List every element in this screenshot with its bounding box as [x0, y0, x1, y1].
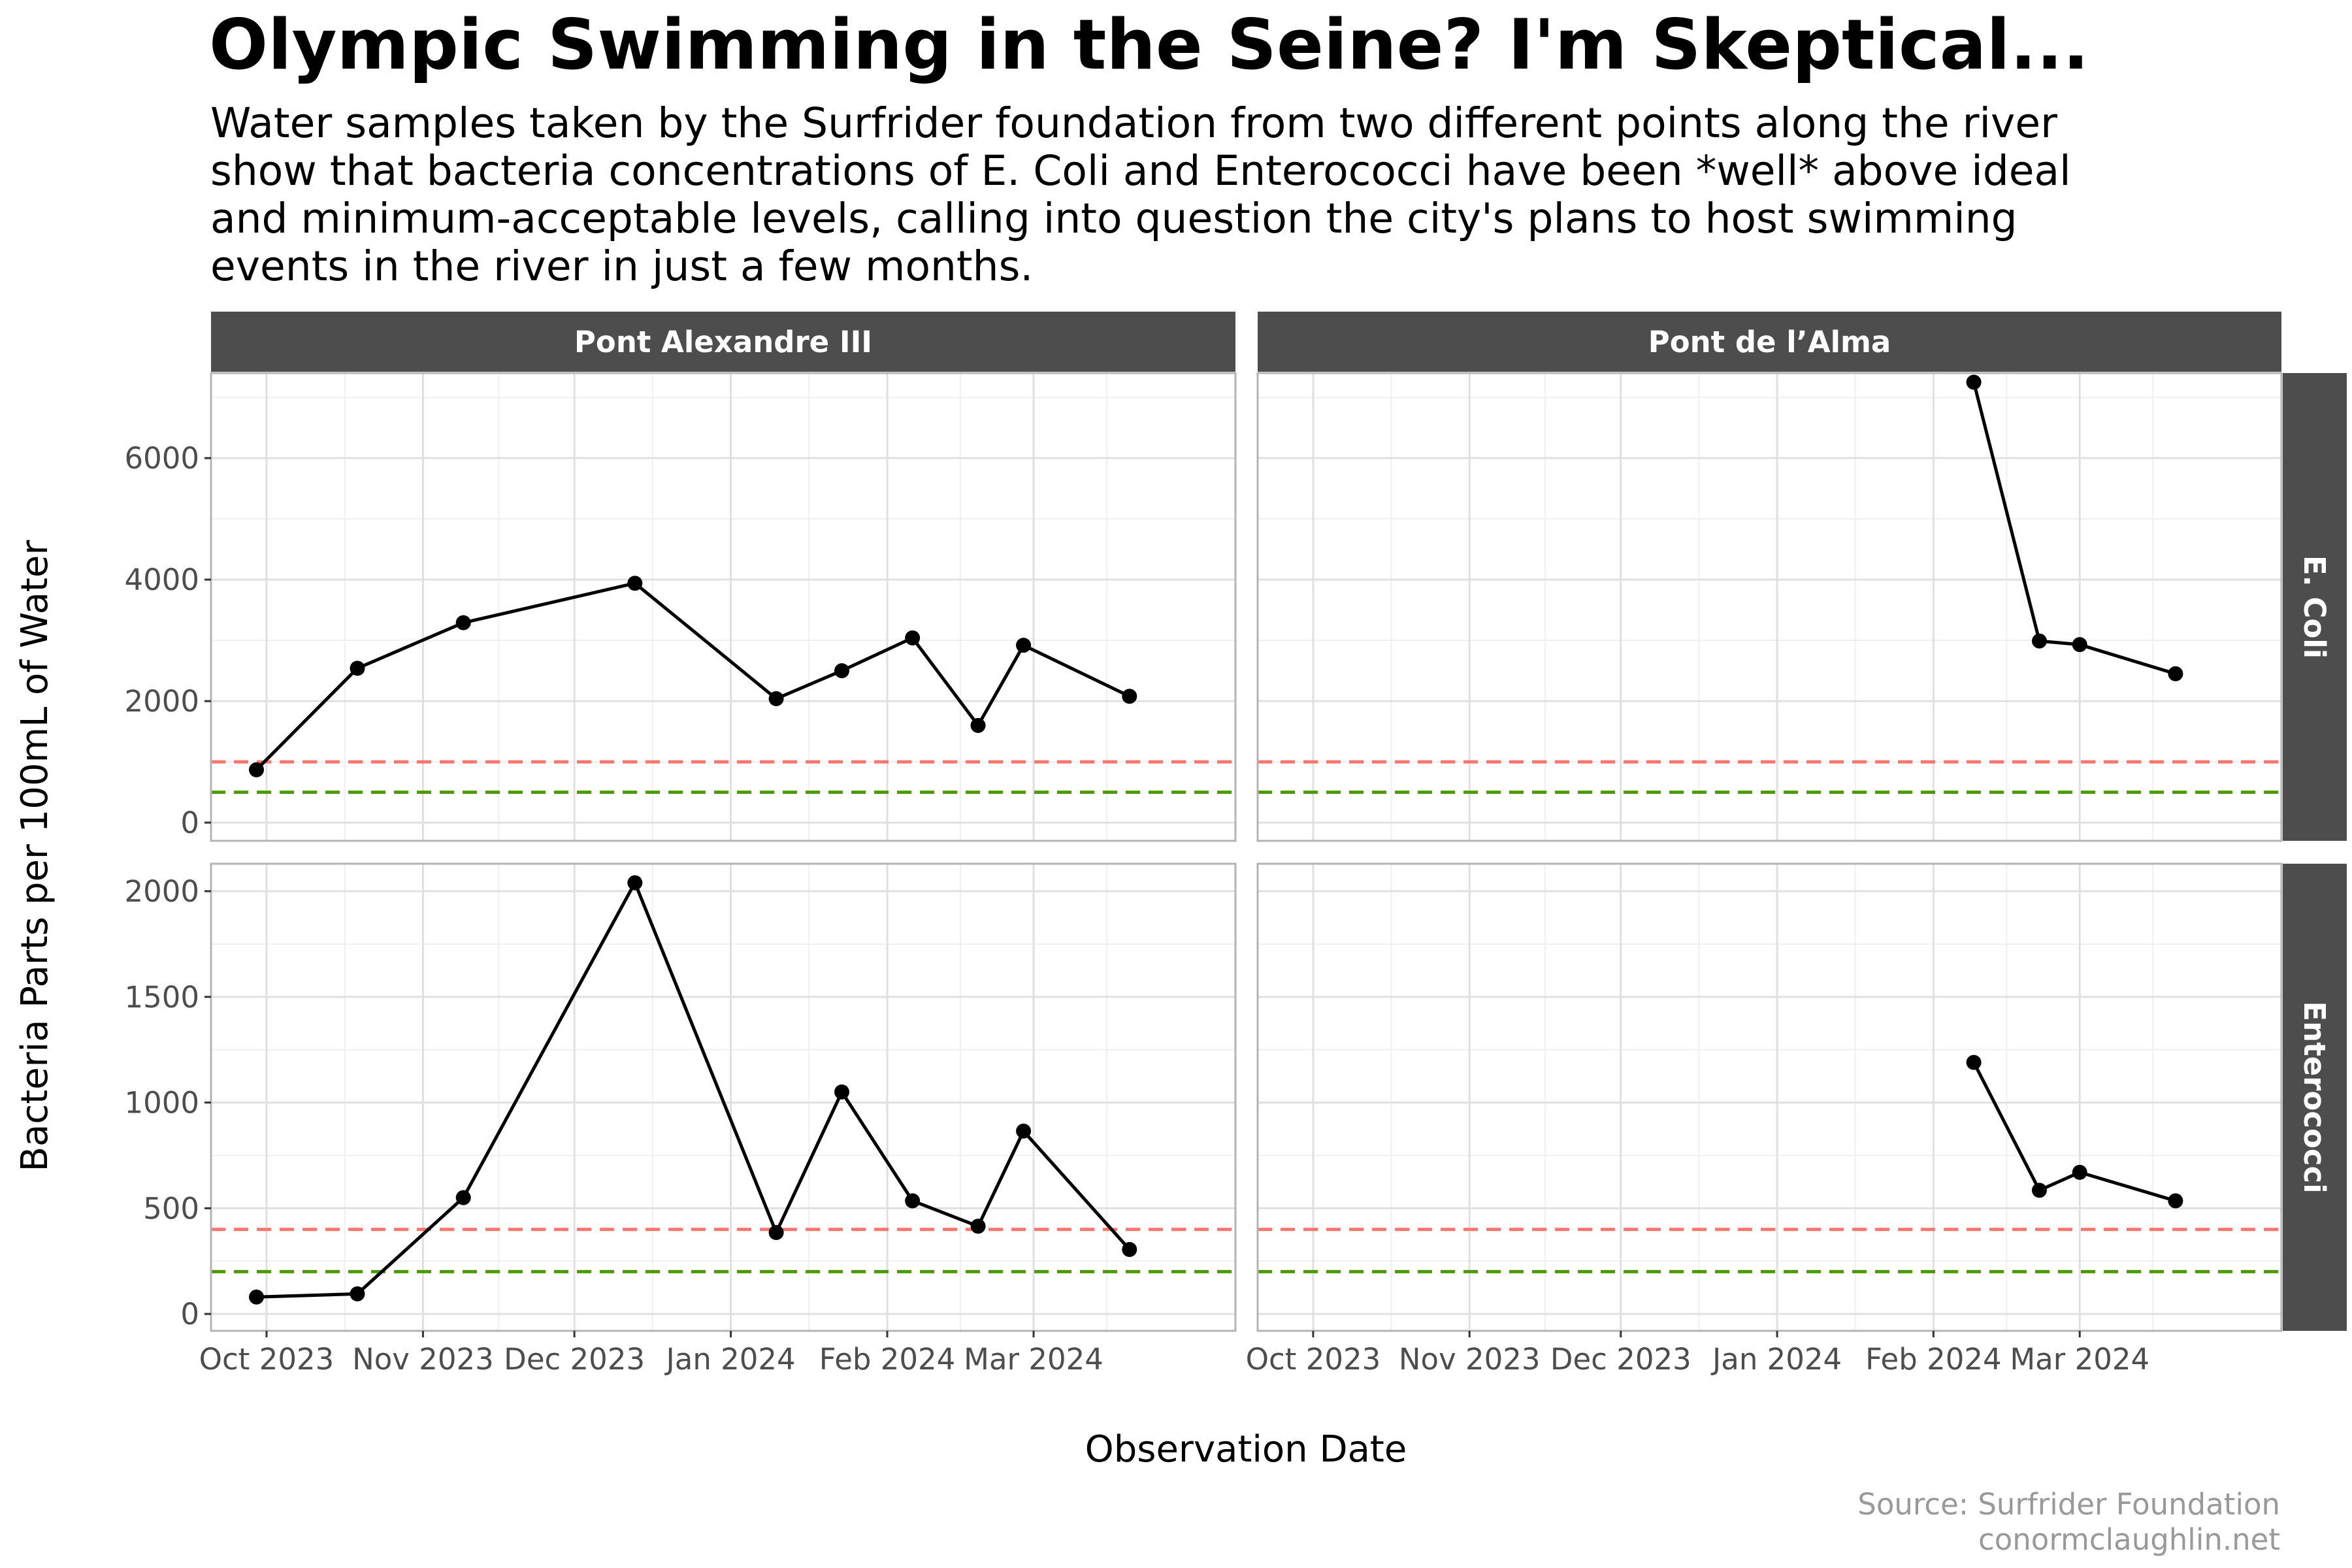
y-tick-label: 500 — [143, 1191, 199, 1226]
facet-strip-row-label: E. Coli — [2297, 555, 2332, 659]
y-tick-label: 1000 — [124, 1086, 199, 1120]
data-point — [768, 1225, 784, 1241]
data-point — [1016, 638, 1032, 653]
data-point — [455, 1190, 471, 1205]
y-tick-label: 6000 — [124, 441, 199, 476]
data-point — [350, 661, 365, 676]
facet-strip-column — [211, 312, 1235, 372]
data-point — [2031, 1183, 2047, 1198]
series-line — [1972, 382, 2176, 676]
panel-pont-de-l-alma-e-coli — [1256, 372, 2283, 842]
x-axis-title: Observation Date — [1085, 1428, 1407, 1471]
data-point — [627, 576, 643, 591]
data-point — [905, 630, 921, 645]
x-tick-label: Jan 2024 — [664, 1342, 795, 1377]
panel-border — [210, 372, 1237, 842]
caption-source: Source: Surfrider Foundation — [1857, 1487, 2280, 1522]
facet-strip-column-label: Pont Alexandre III — [574, 325, 872, 359]
data-point — [834, 1084, 850, 1100]
x-tick-label: Feb 2024 — [1865, 1342, 2002, 1377]
data-point — [1966, 1054, 1982, 1070]
chart-subtitle-line-3: and minimum-acceptable levels, calling i… — [210, 195, 2017, 242]
data-point — [1122, 1241, 1137, 1257]
panel-border — [1256, 862, 2283, 1332]
x-tick-label: Feb 2024 — [819, 1342, 956, 1377]
data-point — [350, 1286, 365, 1301]
panel-background — [211, 373, 1235, 841]
panel-pont-alexandre-iii-enterococci — [210, 862, 1237, 1332]
x-tick-label: Nov 2023 — [352, 1342, 494, 1377]
facet-strip-column-label: Pont de l’Alma — [1648, 325, 1891, 359]
series-line — [255, 581, 1130, 771]
y-tick-label: 0 — [180, 806, 199, 840]
chart-subtitle-line-4: events in the river in just a few months… — [210, 242, 1033, 290]
x-tick-label: Mar 2024 — [964, 1342, 1103, 1377]
panel-border — [210, 862, 1237, 1332]
facet-strip-column — [1258, 312, 2281, 372]
data-point — [905, 1193, 921, 1209]
panel-border — [1256, 372, 2283, 842]
facet-strip-row-label: Enterococci — [2297, 1001, 2332, 1193]
data-point — [249, 762, 265, 777]
x-tick-label: Dec 2023 — [504, 1342, 645, 1377]
y-tick-label: 4000 — [124, 563, 199, 597]
y-tick-label: 2000 — [124, 684, 199, 719]
data-point — [970, 1218, 986, 1234]
facet-strip-row — [2283, 373, 2347, 841]
facet-panels: 0 2000 4000 6000 E. Coli 0 500 1000 1500 2000 Oct … — [124, 312, 2347, 1377]
data-point — [1966, 374, 1982, 390]
y-axis-title: Bacteria Parts per 100mL of Water — [14, 540, 56, 1172]
data-point — [2072, 637, 2087, 653]
series-line — [1972, 1061, 2176, 1203]
data-point — [1122, 689, 1137, 704]
data-point — [768, 691, 784, 706]
chart-title: Olympic Swimming in the Seine? I'm Skept… — [209, 5, 2089, 85]
series-line — [256, 881, 1131, 1299]
data-point — [2072, 1164, 2087, 1180]
y-tick-label: 2000 — [124, 874, 199, 909]
panel-background — [1258, 864, 2281, 1331]
x-tick-label: Jan 2024 — [1710, 1342, 1842, 1377]
data-point — [249, 1289, 265, 1305]
data-point — [2031, 633, 2047, 649]
chart-subtitle-line-2: show that bacteria concentrations of E. … — [210, 147, 2071, 195]
x-tick-label: Oct 2023 — [199, 1342, 335, 1377]
x-tick-label: Dec 2023 — [1550, 1342, 1691, 1377]
x-tick-label: Oct 2023 — [1246, 1342, 1381, 1377]
x-tick-label: Mar 2024 — [2010, 1342, 2149, 1377]
data-point — [627, 875, 643, 890]
y-tick-label: 0 — [180, 1297, 199, 1331]
data-point — [2168, 1193, 2183, 1209]
caption-website: conormclaughlin.net — [1978, 1522, 2280, 1557]
panel-pont-de-l-alma-enterococci — [1256, 862, 2283, 1332]
x-tick-label: Nov 2023 — [1399, 1342, 1541, 1377]
y-tick-label: 1500 — [124, 980, 199, 1015]
facet-strip-row — [2283, 864, 2347, 1331]
data-point — [2168, 666, 2183, 681]
chart-subtitle-line-1: Water samples taken by the Surfrider fou… — [210, 99, 2057, 147]
panel-pont-alexandre-iii-e-coli — [210, 372, 1237, 842]
data-point — [1016, 1123, 1032, 1139]
data-point — [970, 717, 986, 733]
data-point — [455, 615, 471, 630]
data-point — [834, 663, 850, 679]
panel-background — [1258, 373, 2281, 841]
